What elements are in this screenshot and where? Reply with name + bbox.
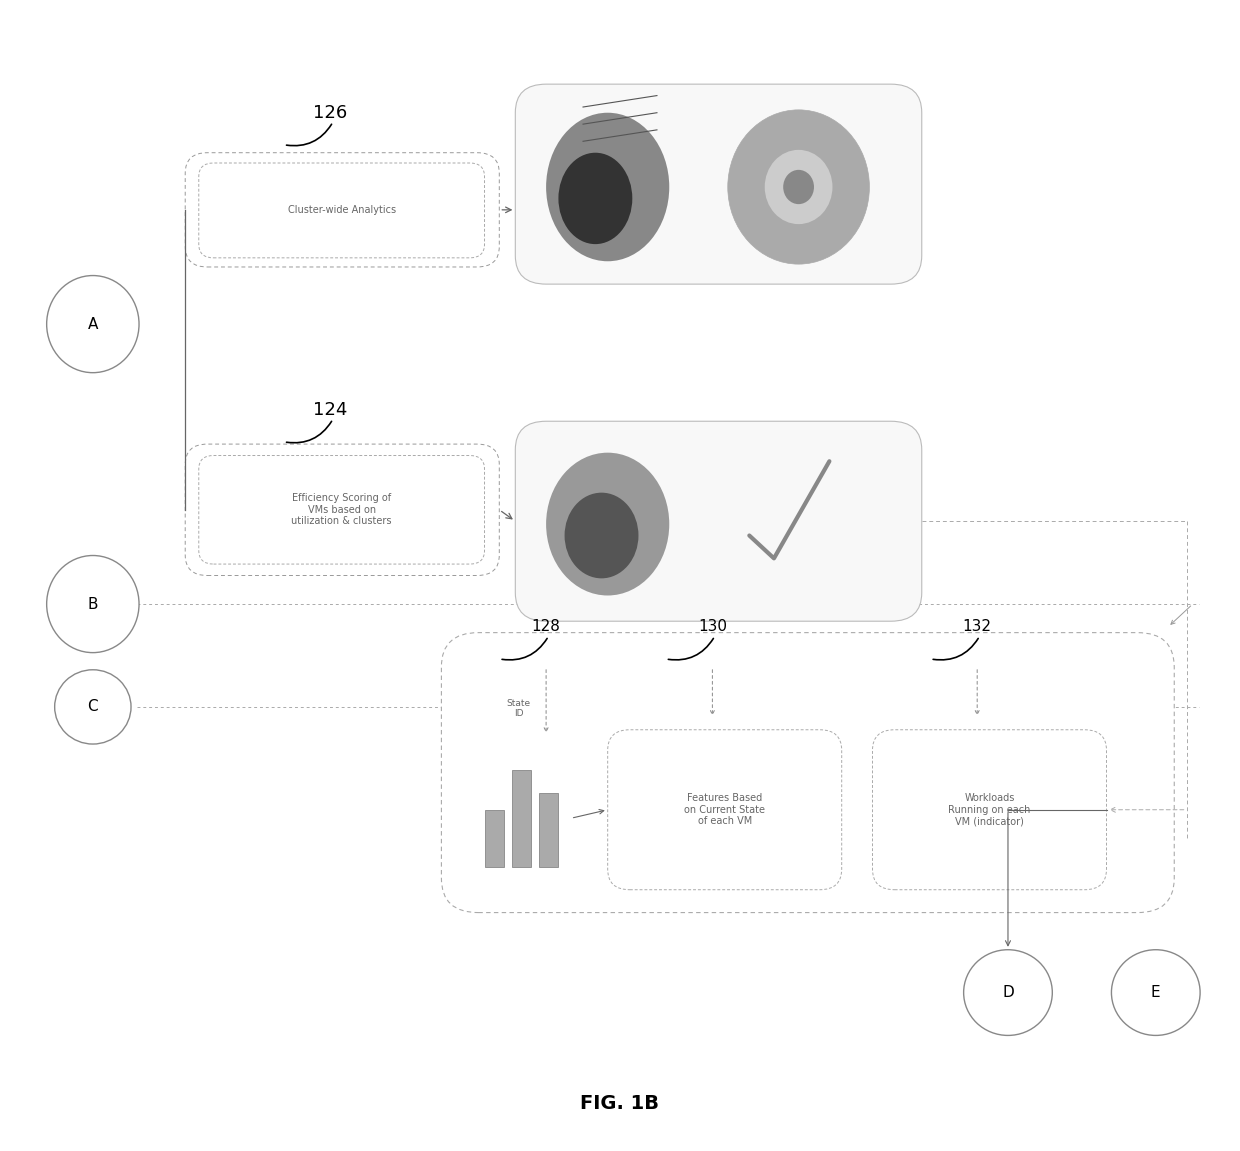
Ellipse shape: [546, 113, 670, 261]
Ellipse shape: [728, 109, 869, 264]
FancyBboxPatch shape: [185, 444, 500, 576]
Text: 124: 124: [314, 401, 347, 419]
Ellipse shape: [963, 950, 1053, 1036]
Bar: [512, 770, 531, 867]
Ellipse shape: [47, 275, 139, 373]
FancyBboxPatch shape: [198, 163, 485, 258]
Ellipse shape: [546, 452, 670, 595]
Bar: [538, 793, 558, 867]
Text: 132: 132: [962, 619, 992, 634]
FancyBboxPatch shape: [516, 84, 921, 284]
Text: A: A: [88, 317, 98, 331]
Ellipse shape: [55, 670, 131, 744]
Text: Features Based
on Current State
of each VM: Features Based on Current State of each …: [684, 793, 765, 826]
Text: Cluster-wide Analytics: Cluster-wide Analytics: [288, 205, 396, 215]
Text: 128: 128: [532, 619, 560, 634]
Ellipse shape: [564, 493, 639, 578]
Text: State
ID: State ID: [506, 699, 531, 718]
FancyBboxPatch shape: [608, 730, 842, 890]
FancyBboxPatch shape: [441, 633, 1174, 913]
Ellipse shape: [558, 153, 632, 244]
Text: 130: 130: [698, 619, 727, 634]
FancyBboxPatch shape: [198, 456, 485, 564]
FancyBboxPatch shape: [185, 153, 500, 267]
Text: D: D: [1002, 985, 1014, 1000]
FancyBboxPatch shape: [873, 730, 1106, 890]
Bar: [485, 810, 505, 867]
Text: 126: 126: [314, 104, 347, 122]
FancyBboxPatch shape: [516, 421, 921, 622]
Text: FIG. 1B: FIG. 1B: [580, 1093, 660, 1113]
Text: Workloads
Running on each
VM (indicator): Workloads Running on each VM (indicator): [949, 793, 1030, 826]
Text: C: C: [88, 700, 98, 715]
Ellipse shape: [1111, 950, 1200, 1036]
Text: Efficiency Scoring of
VMs based on
utilization & clusters: Efficiency Scoring of VMs based on utili…: [291, 493, 392, 526]
Text: B: B: [88, 596, 98, 611]
Ellipse shape: [47, 556, 139, 653]
Ellipse shape: [784, 170, 813, 204]
Ellipse shape: [765, 150, 832, 224]
Text: E: E: [1151, 985, 1161, 1000]
